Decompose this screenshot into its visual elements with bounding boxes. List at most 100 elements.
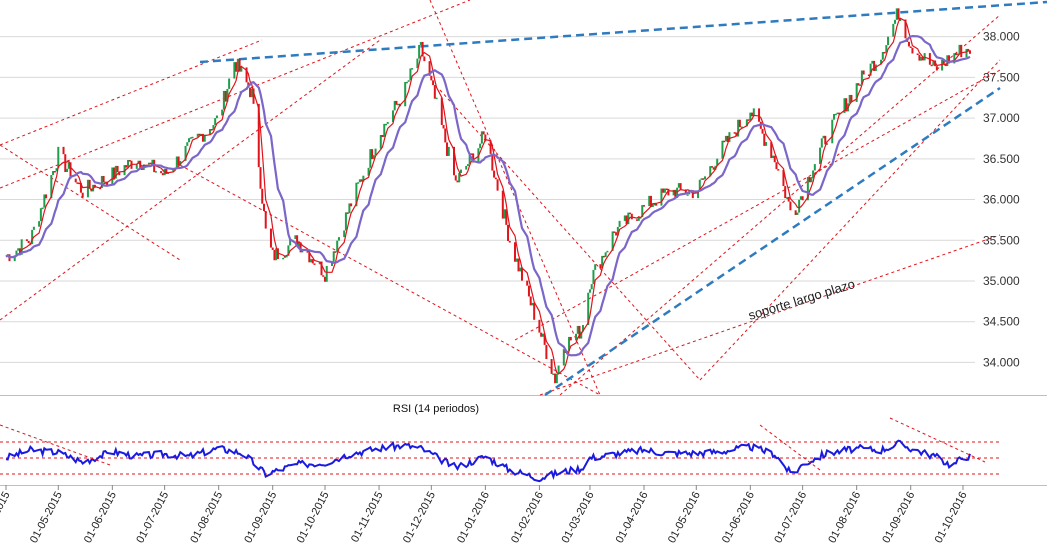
x-tick-label: 01-10-2016 (933, 490, 970, 545)
candle (482, 131, 485, 135)
candle (235, 62, 238, 72)
candle (86, 179, 89, 198)
candle (838, 112, 841, 115)
candle (301, 250, 304, 253)
candle (468, 153, 471, 165)
candle (41, 207, 44, 210)
candle (407, 80, 410, 82)
candle (74, 178, 77, 183)
candle (55, 168, 58, 172)
candle (271, 247, 274, 250)
candle (269, 228, 272, 248)
candle (885, 45, 888, 53)
candle (740, 126, 743, 128)
candle (332, 251, 335, 262)
x-tick-label: 01-05-2016 (666, 490, 703, 545)
candle (541, 333, 544, 337)
candle (405, 81, 408, 84)
candle (116, 165, 119, 173)
candle (289, 238, 292, 246)
candle (710, 166, 713, 168)
candle (395, 100, 398, 105)
candle (698, 179, 701, 191)
candle (649, 195, 652, 208)
candle (820, 138, 823, 148)
candle (440, 97, 443, 125)
candle (472, 153, 475, 163)
candle (104, 181, 107, 184)
candle (529, 296, 532, 306)
candle (623, 215, 626, 221)
candle (648, 195, 651, 207)
channel-line (429, 0, 601, 396)
candle (735, 132, 738, 137)
candle (13, 255, 16, 262)
y-tick-label: 37.000 (983, 111, 1020, 125)
candle (191, 136, 194, 139)
x-tick-label: 01-07-2016 (772, 490, 809, 545)
candle (871, 60, 874, 64)
candle (806, 177, 809, 201)
candle (749, 112, 752, 121)
candle (867, 74, 870, 76)
candle (418, 44, 421, 59)
annotation-soporte: soporte largo plazo (746, 276, 856, 323)
candle (336, 240, 339, 252)
candle (775, 162, 778, 170)
candle (362, 175, 365, 182)
candle (921, 56, 924, 61)
candle (491, 153, 494, 171)
x-tick-label: 01-05-2015 (28, 490, 65, 545)
x-tick-label: 01-07-2015 (134, 490, 171, 545)
candle (894, 19, 897, 24)
candle (629, 212, 632, 215)
candle (385, 123, 388, 126)
candle (282, 257, 285, 260)
candle (501, 190, 504, 219)
channel-line (0, 39, 263, 146)
candle (702, 178, 705, 180)
ma-slow-line (5, 34, 971, 357)
candle (587, 292, 590, 326)
candle (588, 289, 591, 293)
candle (643, 205, 645, 207)
x-tick-label: 01-09-2015 (242, 490, 279, 545)
candle (636, 219, 639, 221)
candle (738, 119, 741, 128)
candle (273, 249, 276, 261)
candle (845, 98, 848, 112)
candle (508, 241, 511, 243)
candle (240, 67, 243, 72)
candle (880, 59, 883, 65)
candle (15, 250, 18, 256)
candle (627, 212, 630, 225)
candle (214, 118, 217, 126)
candle (881, 51, 884, 60)
candle (545, 344, 548, 359)
candle (618, 220, 621, 227)
candle (672, 189, 675, 196)
candle (968, 50, 971, 54)
candle (601, 255, 604, 269)
candle (855, 83, 858, 102)
candle (684, 189, 687, 195)
candle (165, 169, 168, 174)
candle (127, 159, 130, 168)
candle (81, 192, 84, 198)
candle (383, 123, 386, 137)
candle (27, 240, 30, 244)
candle (369, 149, 372, 168)
candle (337, 237, 340, 241)
candle (198, 133, 201, 136)
candle (381, 134, 384, 137)
candle (819, 147, 822, 165)
candle (76, 182, 79, 184)
candle (360, 179, 363, 182)
candle (653, 203, 656, 206)
candle (308, 252, 311, 263)
candle (860, 70, 863, 85)
candle (459, 169, 462, 174)
candle (212, 125, 215, 130)
candle (519, 267, 522, 272)
candle (416, 58, 419, 69)
